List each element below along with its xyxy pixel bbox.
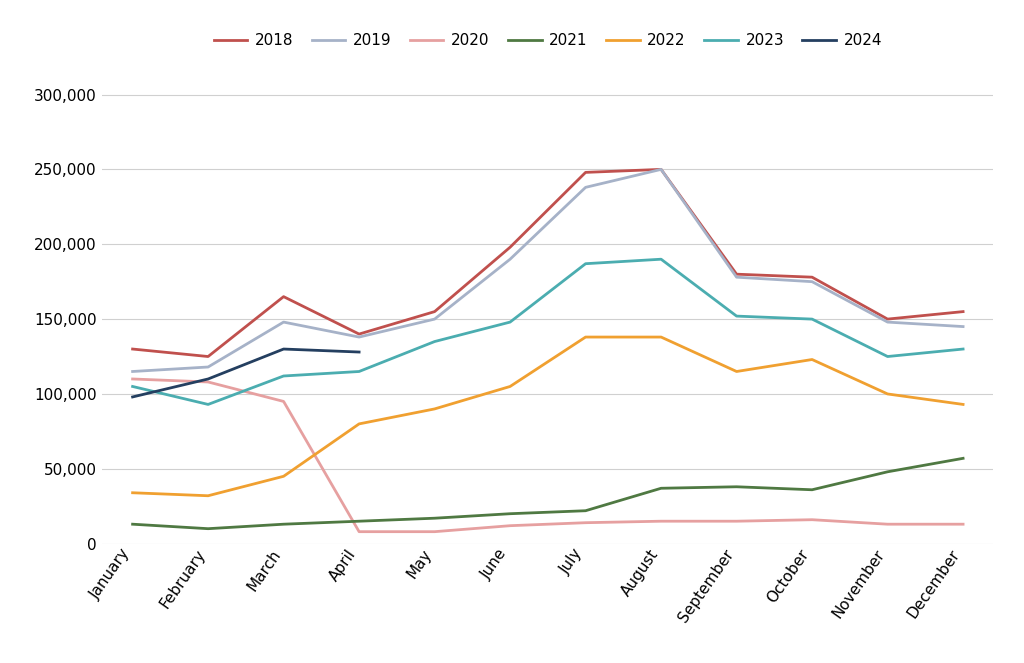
2022 <box>957 400 970 408</box>
2020 <box>126 375 138 383</box>
Line: 2019: 2019 <box>132 169 964 371</box>
2022 <box>655 333 668 341</box>
2018 <box>428 308 440 316</box>
2021 <box>957 454 970 462</box>
Line: 2021: 2021 <box>132 458 964 528</box>
2021 <box>126 520 138 528</box>
2023 <box>504 318 516 326</box>
2023 <box>202 400 214 408</box>
2018 <box>655 165 668 173</box>
2019 <box>504 255 516 263</box>
2023 <box>353 367 366 375</box>
2019 <box>353 333 366 341</box>
2024 <box>202 375 214 383</box>
2024 <box>278 345 290 353</box>
2022 <box>428 405 440 413</box>
2020 <box>504 522 516 530</box>
2022 <box>504 383 516 391</box>
2022 <box>278 472 290 480</box>
2018 <box>278 292 290 300</box>
2021 <box>504 510 516 518</box>
2020 <box>580 518 592 526</box>
2021 <box>278 520 290 528</box>
2022 <box>126 489 138 497</box>
2018 <box>202 353 214 361</box>
Line: 2023: 2023 <box>132 259 964 404</box>
2020 <box>428 528 440 536</box>
2024 <box>353 348 366 356</box>
2021 <box>580 507 592 514</box>
2019 <box>580 184 592 192</box>
2022 <box>202 492 214 500</box>
2018 <box>730 271 742 278</box>
2020 <box>957 520 970 528</box>
2022 <box>353 420 366 428</box>
2023 <box>730 312 742 320</box>
2018 <box>580 168 592 176</box>
2018 <box>353 330 366 338</box>
2020 <box>353 528 366 536</box>
2021 <box>202 524 214 532</box>
2021 <box>655 484 668 492</box>
2023 <box>580 260 592 268</box>
2020 <box>806 516 818 524</box>
Line: 2022: 2022 <box>132 337 964 496</box>
2018 <box>882 315 894 323</box>
2022 <box>882 390 894 398</box>
2020 <box>278 397 290 405</box>
2019 <box>806 278 818 286</box>
Legend: 2018, 2019, 2020, 2021, 2022, 2023, 2024: 2018, 2019, 2020, 2021, 2022, 2023, 2024 <box>208 27 888 54</box>
2023 <box>882 353 894 361</box>
2023 <box>428 337 440 345</box>
2019 <box>655 165 668 173</box>
2018 <box>126 345 138 353</box>
2018 <box>957 308 970 316</box>
2024 <box>126 393 138 401</box>
2019 <box>126 367 138 375</box>
2020 <box>730 517 742 525</box>
2023 <box>126 383 138 391</box>
2020 <box>655 517 668 525</box>
2023 <box>806 315 818 323</box>
2019 <box>278 318 290 326</box>
2023 <box>957 345 970 353</box>
2019 <box>428 315 440 323</box>
2021 <box>428 514 440 522</box>
Line: 2024: 2024 <box>132 349 359 397</box>
2019 <box>202 363 214 371</box>
2019 <box>882 318 894 326</box>
2018 <box>806 273 818 281</box>
2022 <box>730 367 742 375</box>
2019 <box>957 323 970 331</box>
Line: 2020: 2020 <box>132 379 964 532</box>
2022 <box>806 355 818 363</box>
2021 <box>730 483 742 491</box>
2021 <box>882 468 894 476</box>
2023 <box>278 372 290 380</box>
2021 <box>353 517 366 525</box>
2019 <box>730 273 742 281</box>
2020 <box>882 520 894 528</box>
2020 <box>202 378 214 386</box>
2018 <box>504 243 516 251</box>
2022 <box>580 333 592 341</box>
2023 <box>655 255 668 263</box>
2021 <box>806 486 818 494</box>
Line: 2018: 2018 <box>132 169 964 357</box>
